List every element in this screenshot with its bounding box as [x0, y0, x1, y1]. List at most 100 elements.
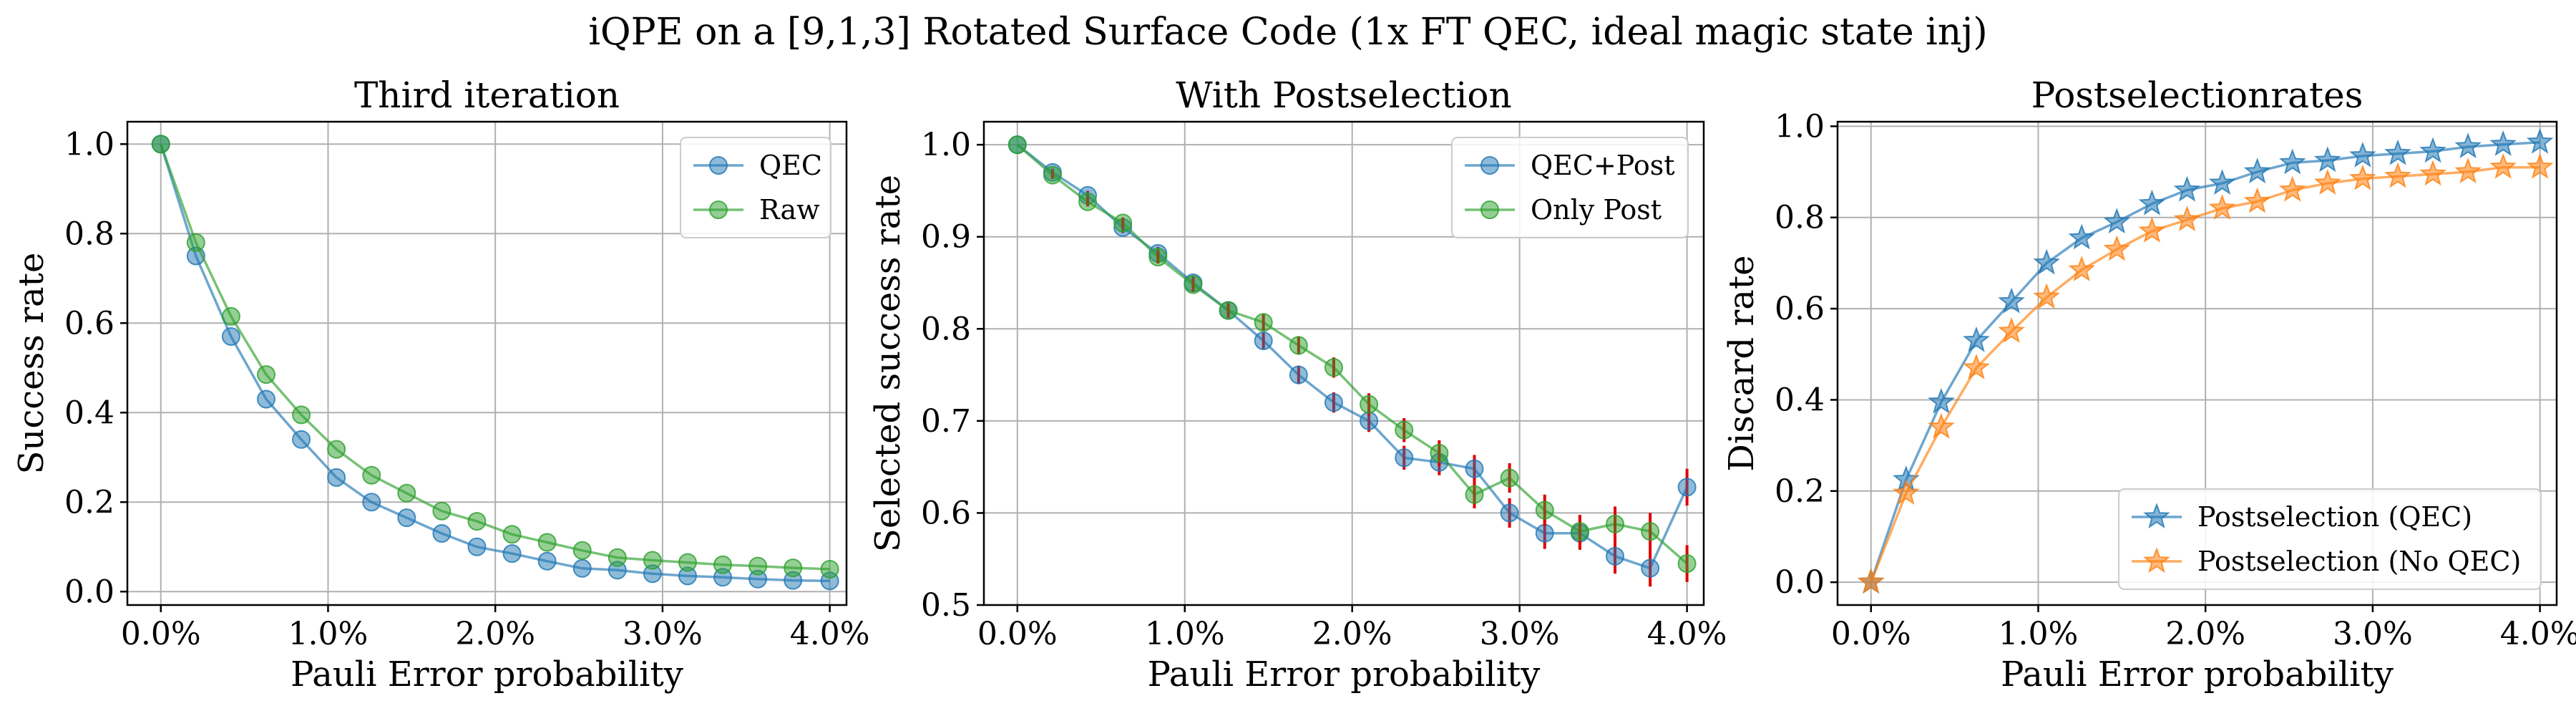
- y-tick-label: 1.0: [64, 126, 114, 163]
- legend-label: Postselection (No QEC): [2197, 546, 2521, 577]
- y-tick-label: 0.8: [921, 311, 971, 347]
- panel-title: Postselectionrates: [2031, 74, 2363, 116]
- data-point: [2068, 256, 2096, 282]
- legend-label: Only Post: [1531, 194, 1662, 226]
- x-tick-label: 2.0%: [1312, 616, 1392, 652]
- y-tick-label: 0.6: [921, 495, 971, 531]
- data-point: [2138, 189, 2166, 216]
- x-tick-label: 0.0%: [121, 616, 201, 652]
- data-point: [2454, 132, 2482, 159]
- data-point: [1606, 514, 1625, 533]
- data-point: [397, 508, 416, 528]
- y-tick-label: 0.0: [1775, 564, 1825, 601]
- data-point: [608, 548, 627, 567]
- data-point: [1254, 313, 1273, 332]
- data-point: [1998, 317, 2025, 344]
- panel-title: Third iteration: [354, 74, 620, 116]
- legend: Postselection (QEC) Postselection (No QEC…: [2118, 488, 2542, 590]
- data-point: [537, 533, 557, 552]
- x-tick-label: 2.0%: [455, 616, 535, 652]
- y-tick-label: 0.2: [1775, 473, 1825, 510]
- data-point: [2208, 169, 2236, 195]
- data-point: [1324, 358, 1343, 377]
- y-tick-label: 1.0: [1775, 108, 1825, 145]
- data-point: [820, 560, 839, 579]
- data-point: [327, 468, 346, 487]
- data-point: [397, 483, 416, 503]
- data-point: [2138, 216, 2166, 243]
- legend-marker: [1480, 200, 1499, 219]
- data-point: [1008, 135, 1027, 155]
- x-axis-label: Pauli Error probability: [2001, 654, 2394, 695]
- data-point: [2419, 160, 2446, 186]
- data-point: [1254, 332, 1273, 350]
- data-point: [151, 135, 170, 154]
- legend-label: QEC: [759, 150, 822, 181]
- data-point: [1289, 365, 1308, 384]
- data-point: [2348, 141, 2376, 168]
- data-point: [1857, 568, 1885, 594]
- figure-suptitle: iQPE on a [9,1,3] Rotated Surface Code (…: [588, 11, 1987, 54]
- data-point: [2103, 208, 2131, 234]
- data-point: [2526, 153, 2554, 179]
- x-tick-label: 4.0%: [1647, 616, 1727, 652]
- y-axis-label: Discard rate: [1722, 255, 1762, 471]
- data-point: [1395, 448, 1414, 468]
- data-point: [2243, 158, 2271, 184]
- data-point: [362, 465, 381, 485]
- data-point: [2173, 175, 2201, 202]
- data-point: [186, 233, 205, 252]
- data-point: [1289, 336, 1308, 355]
- data-point: [1395, 420, 1414, 440]
- y-tick-label: 0.7: [921, 403, 971, 440]
- x-axis-label: Pauli Error probability: [291, 654, 683, 695]
- data-point: [784, 558, 803, 578]
- data-point: [1606, 546, 1625, 566]
- x-tick-label: 3.0%: [1480, 616, 1560, 652]
- data-point: [713, 555, 733, 574]
- data-point: [2068, 223, 2096, 250]
- x-tick-label: 1.0%: [1145, 616, 1225, 652]
- y-axis-label: Success rate: [11, 253, 52, 475]
- x-tick-label: 1.0%: [1999, 616, 2079, 652]
- data-point: [1324, 393, 1343, 412]
- x-tick-label: 3.0%: [623, 616, 703, 652]
- y-tick-label: 0.6: [64, 305, 114, 342]
- data-point: [2033, 283, 2061, 309]
- data-point: [748, 556, 768, 576]
- data-point: [1430, 443, 1449, 463]
- data-point: [2454, 158, 2482, 184]
- data-point: [221, 306, 240, 326]
- panel-third-iteration: 0.0% 1.0% 2.0% 3.0% 4.0% 0.0 0.2 0.4 0.6 0.8 1.0 Th…: [11, 74, 870, 695]
- data-point: [1500, 468, 1519, 488]
- data-point: [2348, 164, 2376, 190]
- legend: QEC+Post Only Post: [1451, 137, 1689, 238]
- panel-title: With Postselection: [1176, 74, 1511, 116]
- legend-marker: [709, 156, 728, 175]
- legend-label: Postselection (QEC): [2197, 501, 2472, 533]
- legend-box: [1451, 137, 1689, 238]
- data-point: [2173, 205, 2201, 232]
- y-tick-label: 0.4: [1775, 382, 1825, 418]
- data-point: [2103, 235, 2131, 261]
- legend-marker: [2143, 503, 2170, 529]
- data-point: [1963, 354, 1990, 379]
- legend-label: QEC+Post: [1531, 150, 1675, 181]
- data-point: [2384, 162, 2411, 188]
- x-tick-label: 2.0%: [2165, 616, 2245, 652]
- y-tick-label: 0.4: [64, 395, 114, 431]
- data-point: [2243, 187, 2271, 213]
- data-point: [467, 512, 487, 531]
- data-point: [1465, 459, 1484, 478]
- data-point: [2489, 130, 2517, 156]
- data-point: [1113, 213, 1133, 233]
- data-point: [2208, 194, 2236, 221]
- panel-postselection-rates: 0.0% 1.0% 2.0% 3.0% 4.0% 0.0 0.2 0.4 0.6 0.8 1.0 Po…: [1722, 74, 2576, 695]
- data-point: [1465, 485, 1484, 504]
- data-point: [2489, 153, 2517, 179]
- data-point: [292, 430, 311, 449]
- y-tick-label: 0.0: [64, 574, 114, 610]
- data-point: [2278, 175, 2306, 202]
- data-point: [1677, 554, 1697, 574]
